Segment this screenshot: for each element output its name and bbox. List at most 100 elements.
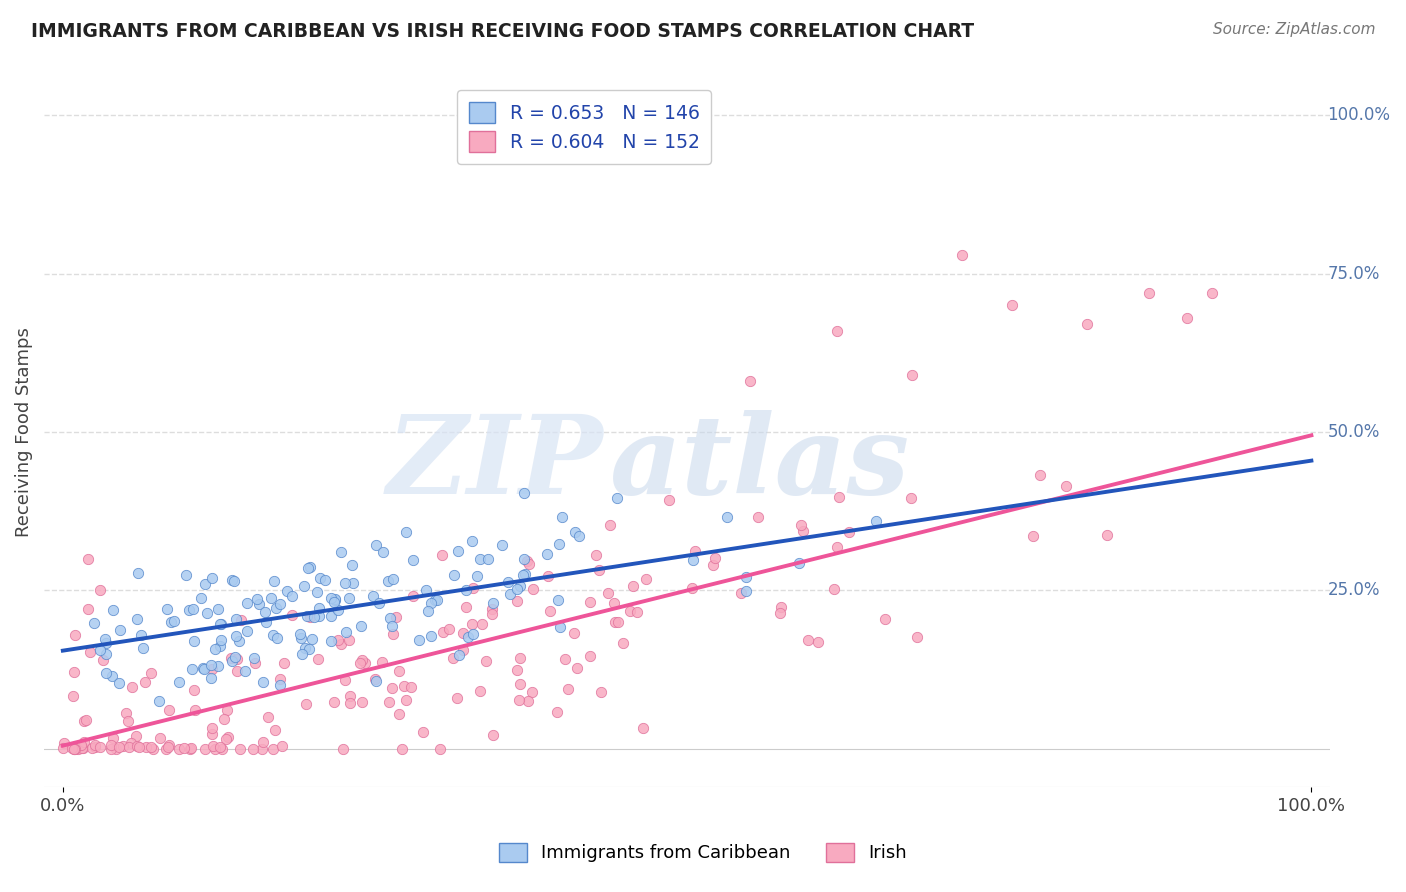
Point (323, 594, 346, 608)
Point (631, 721, 654, 735)
Point (1175, 311, 1198, 326)
Point (292, 579, 315, 593)
Point (333, 673, 356, 688)
Text: ZIP: ZIP (387, 410, 603, 518)
Point (89, 583, 111, 598)
Point (217, 730, 239, 744)
Point (792, 524, 814, 538)
Point (499, 587, 522, 601)
Point (176, 568, 198, 582)
Point (84, 740, 107, 755)
Point (401, 553, 423, 567)
Point (257, 710, 280, 724)
Point (506, 594, 529, 608)
Point (516, 553, 538, 567)
Point (269, 672, 291, 686)
Point (53, 736, 76, 750)
Point (204, 641, 226, 656)
Point (235, 624, 257, 638)
Point (101, 603, 124, 617)
Point (825, 324, 848, 338)
Point (517, 558, 540, 572)
Point (838, 524, 860, 539)
Point (155, 742, 177, 756)
Point (420, 596, 443, 610)
Point (451, 642, 474, 657)
Point (873, 611, 896, 625)
Point (361, 589, 384, 603)
Point (734, 584, 756, 599)
Legend: R = 0.653   N = 146, R = 0.604   N = 152: R = 0.653 N = 146, R = 0.604 N = 152 (457, 90, 711, 163)
Point (468, 684, 491, 698)
Point (509, 677, 531, 691)
Point (221, 654, 243, 668)
Point (224, 650, 246, 665)
Point (101, 669, 124, 683)
Point (547, 593, 569, 607)
Point (110, 623, 132, 637)
Point (350, 653, 373, 667)
Point (350, 618, 373, 632)
Point (91, 653, 114, 667)
Point (332, 742, 354, 756)
Point (339, 696, 361, 710)
Point (588, 563, 610, 577)
Point (339, 689, 361, 703)
Point (323, 592, 346, 607)
Point (252, 675, 274, 690)
Point (304, 610, 326, 624)
Point (76, 602, 98, 616)
Point (82, 741, 104, 756)
Point (108, 676, 131, 690)
Point (1076, 318, 1098, 332)
Point (430, 548, 453, 562)
Point (446, 690, 468, 705)
Point (323, 696, 346, 710)
Point (305, 584, 328, 599)
Point (548, 537, 571, 551)
Point (457, 630, 479, 644)
Point (381, 619, 404, 633)
Point (557, 682, 579, 697)
Point (84, 738, 107, 752)
Point (297, 642, 319, 657)
Point (247, 597, 270, 611)
Point (200, 672, 222, 686)
Point (263, 574, 285, 588)
Point (156, 602, 179, 616)
Point (591, 685, 613, 699)
Point (391, 742, 413, 756)
Point (173, 741, 195, 756)
Point (443, 568, 465, 582)
Point (508, 650, 530, 665)
Point (579, 595, 602, 609)
Point (465, 569, 488, 583)
Point (683, 543, 706, 558)
Point (194, 742, 217, 756)
Text: 75.0%: 75.0% (1327, 265, 1381, 283)
Point (221, 573, 243, 587)
Point (585, 548, 607, 562)
Point (100, 742, 122, 756)
Point (482, 596, 505, 610)
Point (148, 694, 170, 708)
Point (314, 573, 336, 587)
Point (209, 616, 232, 631)
Point (135, 739, 157, 754)
Point (606, 491, 628, 505)
Point (447, 544, 470, 558)
Point (416, 604, 439, 618)
Point (415, 583, 437, 598)
Point (208, 739, 231, 754)
Point (508, 693, 530, 707)
Point (432, 624, 454, 639)
Text: 25.0%: 25.0% (1327, 582, 1381, 599)
Point (222, 574, 245, 588)
Point (377, 574, 399, 589)
Point (364, 672, 387, 686)
Point (509, 579, 531, 593)
Point (474, 654, 496, 668)
Point (901, 368, 924, 383)
Point (131, 628, 153, 642)
Point (139, 740, 162, 755)
